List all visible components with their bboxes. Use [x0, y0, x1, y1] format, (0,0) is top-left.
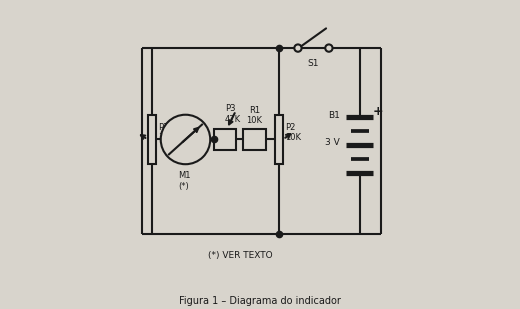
Text: P1
10K: P1 10K — [158, 123, 174, 142]
Circle shape — [294, 44, 302, 52]
Text: +: + — [373, 105, 383, 118]
Bar — [214, 129, 236, 150]
Text: 3 V: 3 V — [326, 138, 340, 147]
Text: S1: S1 — [308, 59, 319, 68]
Bar — [243, 129, 266, 150]
Text: R1
10K: R1 10K — [246, 106, 263, 125]
Text: Figura 1 – Diagrama do indicador: Figura 1 – Diagrama do indicador — [179, 296, 341, 306]
Circle shape — [161, 115, 210, 164]
Text: M1
(*): M1 (*) — [178, 171, 190, 191]
Circle shape — [325, 44, 333, 52]
Bar — [275, 115, 283, 164]
Text: P3
47K: P3 47K — [225, 104, 241, 124]
Text: P2
10K: P2 10K — [285, 123, 301, 142]
Text: B1: B1 — [328, 111, 340, 120]
Text: (*) VER TEXTO: (*) VER TEXTO — [208, 251, 272, 260]
Bar — [148, 115, 155, 164]
